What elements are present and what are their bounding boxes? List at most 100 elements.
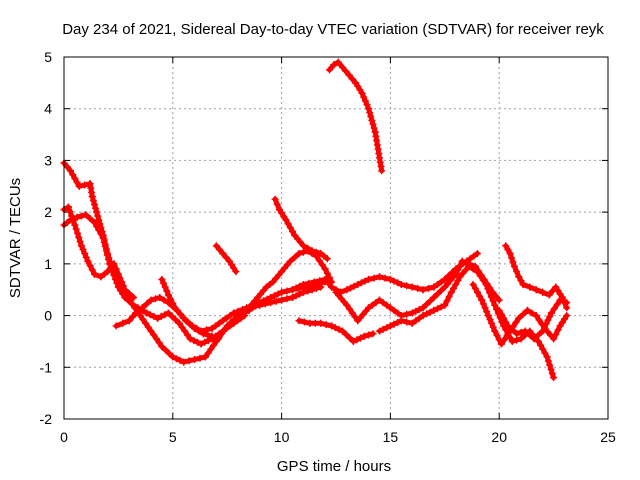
data-point [488,319,496,327]
data-point [317,319,325,327]
data-point [215,335,222,343]
data-point [197,327,205,335]
data-point [544,357,552,365]
data-point [426,297,434,305]
data-point [66,208,74,215]
y-tick-label: 5 [44,49,52,65]
data-point [300,318,308,326]
data-point [526,331,534,339]
data-point [430,283,438,291]
data-point [210,341,218,349]
data-point [456,262,464,270]
data-point [118,278,126,286]
data-point [316,277,324,285]
data-point [88,193,96,201]
data-point [447,288,455,296]
data-point [73,213,81,221]
x-axis-label: GPS time / hours [277,458,391,475]
data-point [515,314,523,322]
data-point [412,307,420,315]
data-point [553,300,561,308]
data-point [160,296,168,304]
data-point [542,320,550,328]
data-point [312,284,320,292]
data-point [223,325,230,332]
data-point [487,293,495,301]
data-point [348,309,356,317]
data-point [495,296,503,304]
data-point [125,290,133,298]
data-point [547,309,555,317]
data-point [528,309,536,317]
data-point [82,253,90,261]
data-point [93,222,101,230]
series-trace-16 [495,296,571,343]
data-point [164,309,172,317]
data-point [491,301,499,309]
data-point [328,283,336,291]
data-point [69,171,77,179]
data-point [88,266,96,274]
y-tick-label: 4 [44,101,52,117]
data-point [534,337,542,345]
data-point [394,279,402,287]
data-point [219,250,227,257]
data-point [370,274,378,282]
data-point [184,331,191,339]
data-point [506,250,514,257]
data-point [502,318,510,326]
y-tick-label: 1 [44,256,52,272]
data-point [143,300,151,308]
data-point [465,262,473,270]
data-point [500,314,508,322]
data-point [86,215,94,223]
data-point [434,305,441,313]
data-point [361,97,369,105]
data-point [357,279,365,287]
data-point [273,200,281,208]
data-point [365,275,373,283]
data-point [471,284,479,292]
data-point [169,300,177,307]
data-point [328,322,336,330]
data-point [79,246,87,254]
y-tick-label: 3 [44,152,52,168]
data-point [534,331,542,339]
data-point [350,282,358,290]
data-point [97,230,105,238]
data-point [335,325,343,333]
data-point [271,195,279,203]
data-point [386,304,394,312]
data-point [161,283,169,291]
data-point [278,296,286,304]
data-point [502,242,510,250]
data-point [408,283,416,291]
data-point [151,295,159,303]
data-point [532,286,540,294]
data-point [372,299,380,307]
data-point [532,312,540,320]
series-trace-10 [295,317,377,345]
data-point [142,319,150,327]
data-point [379,325,387,333]
data-point [345,71,353,79]
data-point [295,250,303,257]
data-point [304,287,312,295]
data-point [63,163,71,171]
data-point [102,247,110,255]
data-point [95,226,103,234]
data-point [160,279,168,287]
y-tick-label: -2 [40,411,53,427]
data-point [125,297,133,305]
data-point [147,327,155,335]
data-point [81,181,89,189]
data-point [196,354,204,362]
data-point [295,317,303,325]
data-point [75,234,83,241]
data-point [423,310,431,318]
data-point [486,289,494,297]
data-point [482,281,490,288]
data-point [208,325,216,332]
data-point [74,229,81,237]
data-point [349,337,357,345]
